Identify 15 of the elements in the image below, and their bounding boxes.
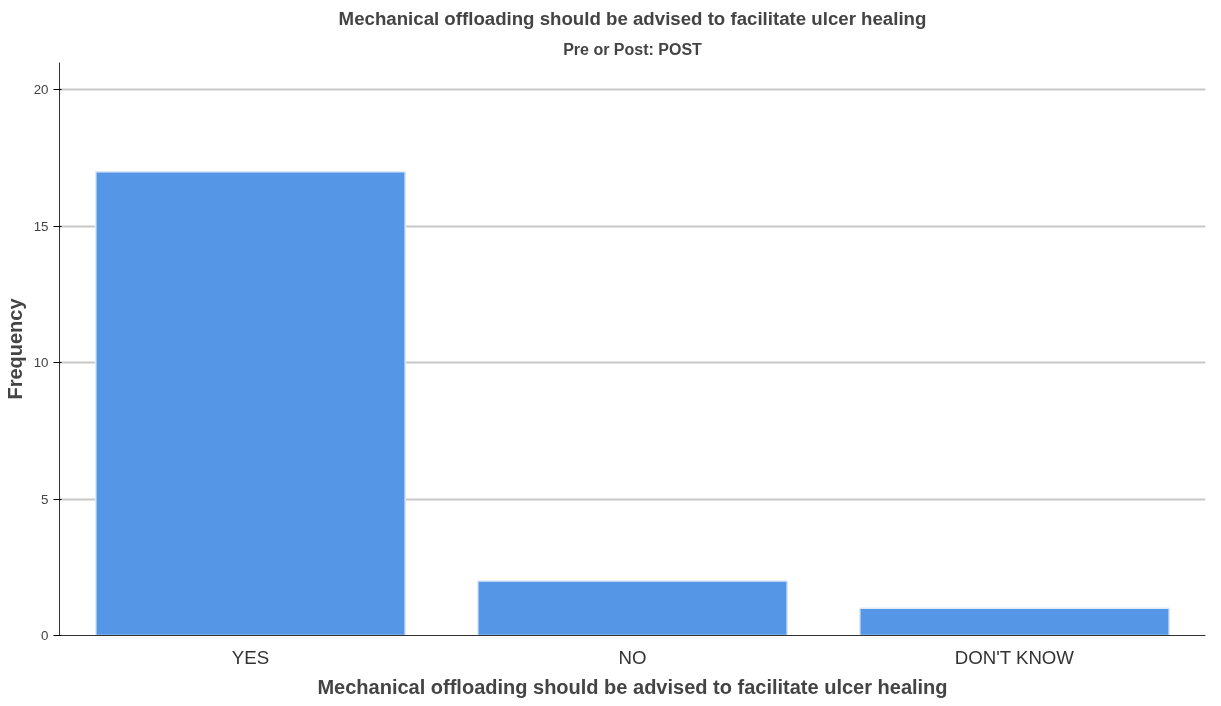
bar bbox=[477, 580, 788, 636]
x-axis-title: Mechanical offloading should be advised to facilitate ulcer healing bbox=[317, 675, 948, 698]
chart-title: Mechanical offloading should be advised to facilitate ulcer healing bbox=[338, 7, 927, 29]
x-tick-label: YES bbox=[231, 646, 270, 668]
y-tick-label: 0 bbox=[41, 628, 49, 643]
y-tick-label: 10 bbox=[33, 355, 49, 371]
y-tick-label: 20 bbox=[33, 82, 49, 98]
chart-subtitle: Pre or Post: POST bbox=[563, 40, 703, 58]
y-axis-title: Frequency bbox=[3, 297, 26, 400]
bar bbox=[95, 170, 406, 636]
x-tick-label: NO bbox=[618, 646, 647, 668]
x-tick-label: DON'T KNOW bbox=[954, 646, 1075, 668]
bar bbox=[859, 607, 1170, 636]
y-tick-label: 5 bbox=[41, 491, 49, 507]
y-tick-label: 15 bbox=[33, 218, 49, 234]
